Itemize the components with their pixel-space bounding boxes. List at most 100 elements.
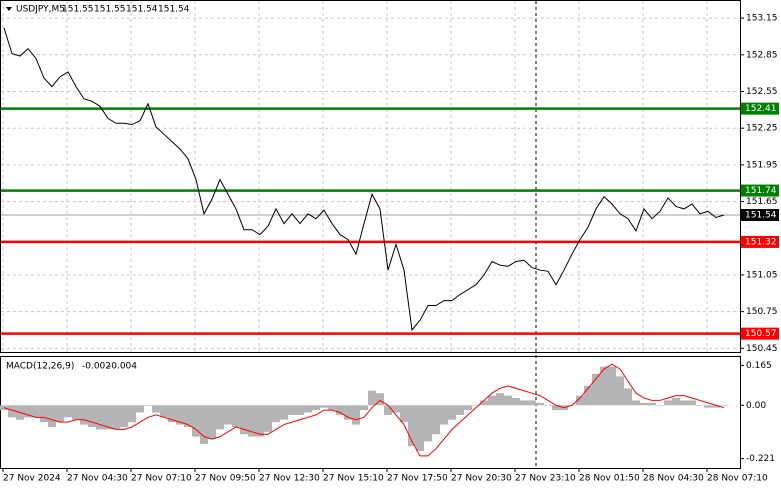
y-tick-label: 150.75 [746, 307, 778, 317]
histogram-bar [400, 405, 408, 423]
histogram-bar [616, 376, 624, 406]
histogram-bar [344, 405, 352, 420]
macd-readout: -0.004 [108, 362, 137, 372]
histogram-bar [672, 398, 680, 406]
y-tick-label: 152.25 [746, 124, 778, 134]
histogram-bar [248, 405, 256, 437]
histogram-bar [144, 405, 152, 406]
level-label: 152.41 [745, 104, 777, 114]
y-tick-label: 153.15 [746, 14, 778, 24]
histogram-bar [8, 405, 16, 418]
histogram-bar [528, 400, 536, 406]
histogram-bar [696, 405, 704, 406]
histogram-bar [216, 405, 224, 430]
histogram-bar [512, 398, 520, 406]
histogram-bar [600, 366, 608, 406]
histogram-bar [128, 405, 136, 423]
histogram-bar [408, 405, 416, 447]
signal-line [3, 363, 725, 457]
histogram-bar [664, 400, 672, 406]
histogram-bar [152, 405, 160, 413]
histogram-bar [480, 400, 488, 406]
price-frame [0, 0, 741, 353]
menu-arrow [6, 7, 12, 11]
x-tick-label: 27 Nov 17:50 [387, 474, 448, 484]
level-box [741, 184, 779, 197]
level-box [741, 102, 779, 115]
histogram-bar [584, 385, 592, 406]
macd-frame [0, 356, 741, 469]
histogram-bar [88, 405, 96, 427]
histogram-bar [552, 405, 560, 411]
histogram-bar [472, 405, 480, 406]
y-tick-label: -0.221 [746, 454, 775, 464]
histogram-bar [80, 405, 88, 425]
histogram-bar [704, 405, 712, 408]
histogram-bar [40, 405, 48, 423]
histogram-bar [272, 405, 280, 423]
quote: 151.54 [126, 5, 158, 15]
histogram-bar [232, 405, 240, 427]
quote: 151.55 [62, 5, 94, 15]
quote: 151.54 [158, 5, 190, 15]
histogram-bar [720, 405, 728, 406]
histogram-bar [104, 405, 112, 430]
histogram-bar [56, 405, 64, 423]
histogram-bar [688, 400, 696, 406]
x-tick-label: 27 Nov 12:30 [259, 474, 320, 484]
histogram-bar [680, 400, 688, 406]
level-label: 151.74 [745, 186, 777, 196]
histogram-bar [64, 405, 72, 418]
level-box [741, 235, 779, 248]
histogram-bar [432, 405, 440, 435]
y-tick-label: 0.00 [746, 401, 766, 411]
quote: 151.55 [94, 5, 126, 15]
histogram-bar [72, 405, 80, 420]
histogram-bar [376, 393, 384, 406]
histogram-bar [536, 402, 544, 406]
histogram-bar [656, 405, 664, 406]
x-tick-label: 27 Nov 04:30 [67, 474, 128, 484]
histogram-bar [360, 405, 368, 411]
histogram-bar [160, 405, 168, 418]
histogram-bar [368, 390, 376, 406]
histogram-bar [312, 405, 320, 411]
histogram-bar [192, 405, 200, 437]
histogram-bar [624, 388, 632, 406]
histogram-bar [520, 400, 528, 406]
x-tick-label: 27 Nov 20:30 [451, 474, 512, 484]
histogram-bar [352, 405, 360, 425]
y-tick-label: 151.65 [746, 197, 778, 207]
histogram-bar [24, 405, 32, 418]
level-box [741, 327, 779, 340]
x-tick-label: 27 Nov 23:10 [515, 474, 576, 484]
y-tick-label: 150.45 [746, 344, 778, 354]
histogram-bar [640, 402, 648, 406]
x-tick-label: 27 Nov 2024 [3, 474, 61, 484]
macd-title: MACD(12,26,9) [6, 362, 74, 372]
histogram-bar [32, 405, 40, 418]
histogram-bar [264, 405, 272, 432]
last-price-label: 151.54 [745, 211, 777, 221]
histogram-bar [304, 405, 312, 413]
histogram-bar [280, 405, 288, 420]
x-tick-label: 28 Nov 07:10 [707, 474, 768, 484]
histogram-bar [120, 405, 128, 427]
last-price-box [741, 209, 779, 222]
histogram-bar [288, 405, 296, 415]
histogram-bar [296, 405, 304, 415]
histogram-bar [0, 405, 8, 411]
y-tick-label: 152.85 [746, 50, 778, 60]
histogram-bar [392, 405, 400, 413]
histogram-bar [200, 405, 208, 444]
histogram-bar [632, 400, 640, 406]
y-tick-label: 151.95 [746, 160, 778, 170]
macd-readout: -0.002 [82, 362, 111, 372]
histogram-bar [320, 405, 328, 408]
histogram-bar [448, 405, 456, 420]
histogram-bar [256, 405, 264, 437]
x-tick-label: 27 Nov 07:10 [131, 474, 192, 484]
histogram-bar [136, 405, 144, 413]
histogram-bar [336, 405, 344, 415]
